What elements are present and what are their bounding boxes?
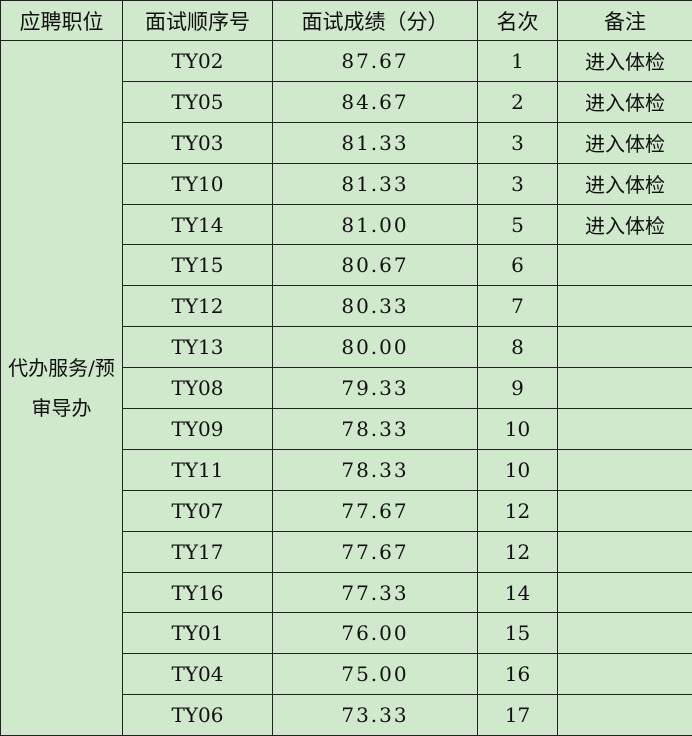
- rank-cell: 6: [478, 245, 558, 286]
- rank-cell: 3: [478, 122, 558, 163]
- score-cell: 79.33: [273, 368, 478, 409]
- rank-cell: 2: [478, 81, 558, 122]
- order-cell: TY06: [123, 695, 273, 736]
- score-cell: 81.33: [273, 122, 478, 163]
- note-cell: [558, 409, 692, 450]
- header-score: 面试成绩（分）: [273, 1, 478, 41]
- score-cell: 87.67: [273, 41, 478, 82]
- rank-cell: 17: [478, 695, 558, 736]
- header-note: 备注: [558, 1, 692, 41]
- order-cell: TY04: [123, 654, 273, 695]
- score-cell: 80.00: [273, 327, 478, 368]
- note-cell: [558, 368, 692, 409]
- note-cell: [558, 449, 692, 490]
- score-cell: 81.33: [273, 163, 478, 204]
- note-cell: 进入体检: [558, 163, 692, 204]
- note-cell: 进入体检: [558, 122, 692, 163]
- order-cell: TY10: [123, 163, 273, 204]
- order-cell: TY11: [123, 449, 273, 490]
- order-cell: TY07: [123, 490, 273, 531]
- header-rank: 名次: [478, 1, 558, 41]
- rank-cell: 15: [478, 613, 558, 654]
- score-cell: 77.67: [273, 490, 478, 531]
- rank-cell: 3: [478, 163, 558, 204]
- rank-cell: 8: [478, 327, 558, 368]
- header-row: 应聘职位 面试顺序号 面试成绩（分） 名次 备注: [1, 1, 692, 41]
- position-cell: 代办服务/预审导办: [1, 41, 123, 736]
- note-cell: [558, 695, 692, 736]
- note-cell: [558, 245, 692, 286]
- score-cell: 84.67: [273, 81, 478, 122]
- score-cell: 80.33: [273, 286, 478, 327]
- note-cell: [558, 613, 692, 654]
- order-cell: TY13: [123, 327, 273, 368]
- note-cell: [558, 572, 692, 613]
- rank-cell: 10: [478, 449, 558, 490]
- order-cell: TY15: [123, 245, 273, 286]
- order-cell: TY17: [123, 531, 273, 572]
- header-position: 应聘职位: [1, 1, 123, 41]
- note-cell: [558, 286, 692, 327]
- score-cell: 81.00: [273, 204, 478, 245]
- note-cell: [558, 327, 692, 368]
- score-cell: 77.33: [273, 572, 478, 613]
- score-cell: 78.33: [273, 449, 478, 490]
- order-cell: TY08: [123, 368, 273, 409]
- rank-cell: 16: [478, 654, 558, 695]
- note-cell: 进入体检: [558, 204, 692, 245]
- rank-cell: 5: [478, 204, 558, 245]
- order-cell: TY09: [123, 409, 273, 450]
- header-order: 面试顺序号: [123, 1, 273, 41]
- order-cell: TY05: [123, 81, 273, 122]
- note-cell: [558, 531, 692, 572]
- order-cell: TY12: [123, 286, 273, 327]
- score-cell: 78.33: [273, 409, 478, 450]
- note-cell: [558, 490, 692, 531]
- rank-cell: 9: [478, 368, 558, 409]
- score-cell: 73.33: [273, 695, 478, 736]
- score-cell: 76.00: [273, 613, 478, 654]
- order-cell: TY02: [123, 41, 273, 82]
- rank-cell: 12: [478, 490, 558, 531]
- rank-cell: 14: [478, 572, 558, 613]
- rank-cell: 12: [478, 531, 558, 572]
- rank-cell: 1: [478, 41, 558, 82]
- note-cell: [558, 654, 692, 695]
- order-cell: TY03: [123, 122, 273, 163]
- note-cell: 进入体检: [558, 81, 692, 122]
- score-cell: 77.67: [273, 531, 478, 572]
- note-cell: 进入体检: [558, 41, 692, 82]
- score-cell: 75.00: [273, 654, 478, 695]
- order-cell: TY16: [123, 572, 273, 613]
- order-cell: TY01: [123, 613, 273, 654]
- rank-cell: 7: [478, 286, 558, 327]
- order-cell: TY14: [123, 204, 273, 245]
- score-cell: 80.67: [273, 245, 478, 286]
- rank-cell: 10: [478, 409, 558, 450]
